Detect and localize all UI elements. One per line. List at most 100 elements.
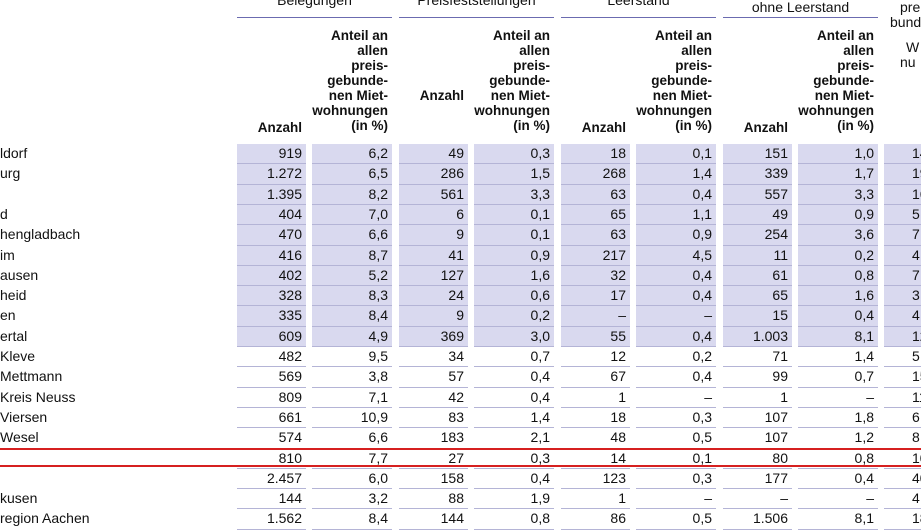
row-rule [237, 224, 306, 226]
table-cell: – [780, 490, 788, 507]
table-cell: 569 [278, 368, 302, 385]
row-rule [723, 325, 792, 327]
row-rule [884, 386, 921, 388]
table-cell: 41 [448, 246, 464, 263]
column-header-anteil-line: allen [357, 43, 388, 58]
cell-shading [723, 144, 792, 165]
table-cell: 144 [440, 510, 464, 527]
cell-shading [474, 204, 554, 226]
cell-shading [723, 164, 792, 185]
table-cell: 40 [912, 469, 921, 486]
table-cell: 0,4 [692, 287, 712, 304]
row-label: urg [0, 165, 21, 182]
row-rule [636, 244, 716, 246]
cell-shading [237, 326, 306, 347]
row-rule [723, 366, 792, 368]
row-label: d [0, 205, 8, 222]
column-header-anteil: Anteil an allen preis-gebunde-nen Miet-woh… [312, 28, 388, 133]
cell-shading [399, 164, 468, 185]
table-cell: – [704, 307, 712, 324]
cell-shading [884, 164, 921, 185]
row-rule [237, 244, 306, 246]
row-rule [884, 488, 921, 490]
row-rule [474, 183, 554, 185]
row-rule [312, 305, 392, 307]
table-cell: 1,4 [530, 408, 550, 425]
group-underline [723, 17, 878, 18]
cell-shading [561, 204, 630, 226]
cell-shading [723, 184, 792, 205]
table-cell: 49 [448, 145, 464, 161]
table-cell: 0,4 [692, 185, 712, 202]
table-cell: 0,1 [692, 145, 712, 161]
row-rule [561, 163, 630, 165]
row-rule [636, 264, 716, 266]
row-rule [561, 427, 630, 429]
row-rule [561, 366, 630, 368]
table-cell: 3 [912, 287, 920, 304]
table-cell: 8,4 [368, 510, 388, 527]
column-header-anteil-line: Anteil an [492, 28, 550, 43]
row-rule [399, 467, 468, 469]
table-cell: 416 [278, 246, 302, 263]
cell-shading [798, 306, 878, 327]
table-cell: 0,9 [530, 246, 550, 263]
row-label: im [0, 246, 15, 263]
table-cell: 1.272 [266, 165, 302, 182]
table-cell: 10,9 [360, 408, 388, 425]
table-cell: 4,5 [692, 246, 712, 263]
row-rule [884, 285, 921, 287]
cell-shading [723, 265, 792, 287]
cell-shading [636, 184, 716, 205]
cell-shading [561, 164, 630, 185]
table-cell: 0,1 [530, 226, 550, 243]
table-cell: 0,3 [530, 449, 550, 466]
column-header-anteil-line: Anteil an [654, 28, 712, 43]
row-rule [798, 183, 878, 185]
table-cell: 49 [772, 205, 788, 222]
table-cell: 6,0 [368, 469, 388, 486]
cell-shading [884, 286, 921, 307]
row-rule [723, 244, 792, 246]
table-cell: 0,8 [854, 449, 874, 466]
table-cell: 1 [618, 490, 626, 507]
table-cell: 482 [278, 348, 302, 364]
table-cell: 6,6 [368, 226, 388, 243]
row-rule [312, 366, 392, 368]
table-cell: 335 [278, 307, 302, 324]
group-header-preisfeststellungen: Preisfeststellungen [399, 0, 554, 8]
table-cell: 6 [456, 205, 464, 222]
table-cell: 0,5 [692, 510, 712, 527]
row-label: Wesel [0, 429, 39, 446]
row-rule [561, 346, 630, 347]
row-rule [798, 386, 878, 388]
row-rule [798, 427, 878, 429]
table-cell: 4,9 [368, 327, 388, 344]
table-cell: 1.506 [752, 510, 788, 527]
table-cell: 1,8 [854, 408, 874, 425]
cell-shading [884, 144, 921, 165]
cell-shading [723, 204, 792, 226]
cell-shading [636, 225, 716, 246]
row-rule [636, 508, 716, 510]
table-cell: 0,8 [530, 510, 550, 527]
row-rule [798, 244, 878, 246]
cell-shading [798, 225, 878, 246]
table-cell: 83 [448, 408, 464, 425]
group-underline [399, 17, 554, 18]
row-rule [723, 163, 792, 165]
row-rule [798, 203, 878, 205]
row-rule [561, 244, 630, 246]
group-header-partial-line: pre [900, 0, 921, 15]
row-rule [312, 386, 392, 388]
column-header-anteil-line: wohnungen [636, 103, 712, 118]
table-cell: – [704, 490, 712, 507]
row-rule [474, 467, 554, 469]
table-cell: 32 [610, 266, 626, 283]
row-rule [312, 224, 392, 226]
column-header-anteil: Anteil an allen preis-gebunde-nen Miet-woh… [474, 28, 550, 133]
table-cell: 63 [610, 185, 626, 202]
table-cell: 6,2 [368, 145, 388, 161]
table-cell: 8,7 [368, 246, 388, 263]
row-rule [312, 406, 392, 408]
